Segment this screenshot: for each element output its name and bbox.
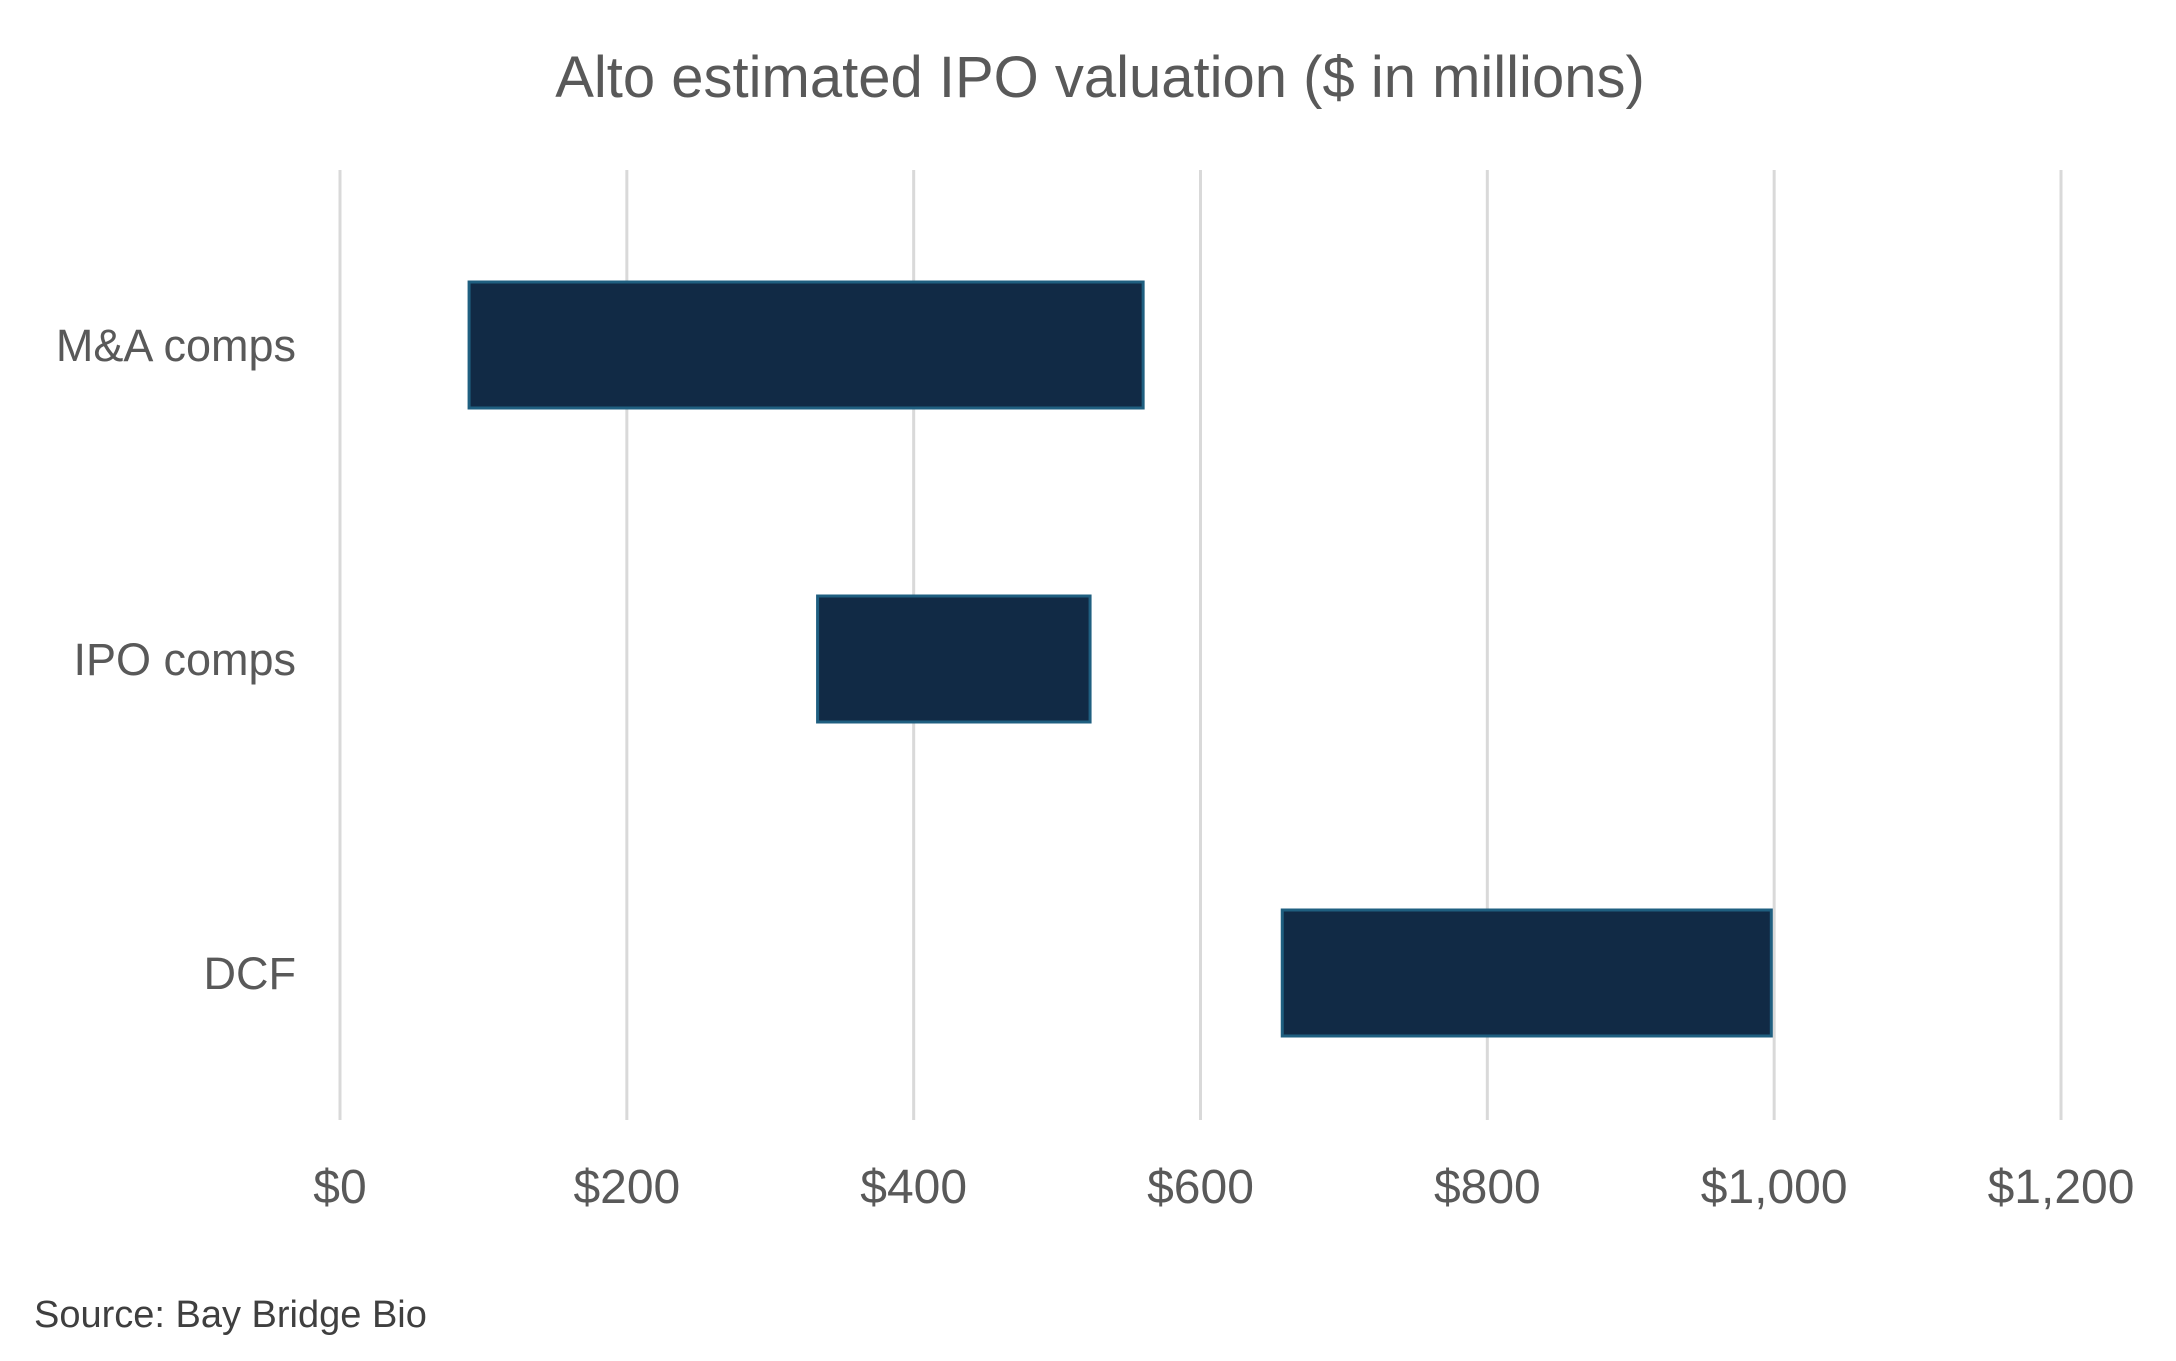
range-bars [467,280,1773,1038]
chart-title: Alto estimated IPO valuation ($ in milli… [555,45,1645,110]
x-tick-label: $1,000 [1701,1161,1848,1214]
x-tick-label: $0 [313,1161,366,1214]
x-tick-label: $1,200 [1988,1161,2135,1214]
range-bar [816,594,1092,724]
range-bar [467,280,1145,410]
category-label: DCF [204,948,296,999]
range-bar [1280,908,1773,1038]
x-tick-label: $200 [573,1161,680,1214]
category-labels: M&A comps IPO comps DCF [56,320,296,999]
category-label: IPO comps [73,634,296,685]
x-tick-label: $800 [1434,1161,1541,1214]
x-tick-label: $400 [860,1161,967,1214]
x-tick-label: $600 [1147,1161,1254,1214]
source-note: Source: Bay Bridge Bio [34,1294,427,1336]
x-axis-tick-labels: $0 $200 $400 $600 $800 $1,000 $1,200 [313,1161,2134,1214]
category-label: M&A comps [56,320,296,371]
